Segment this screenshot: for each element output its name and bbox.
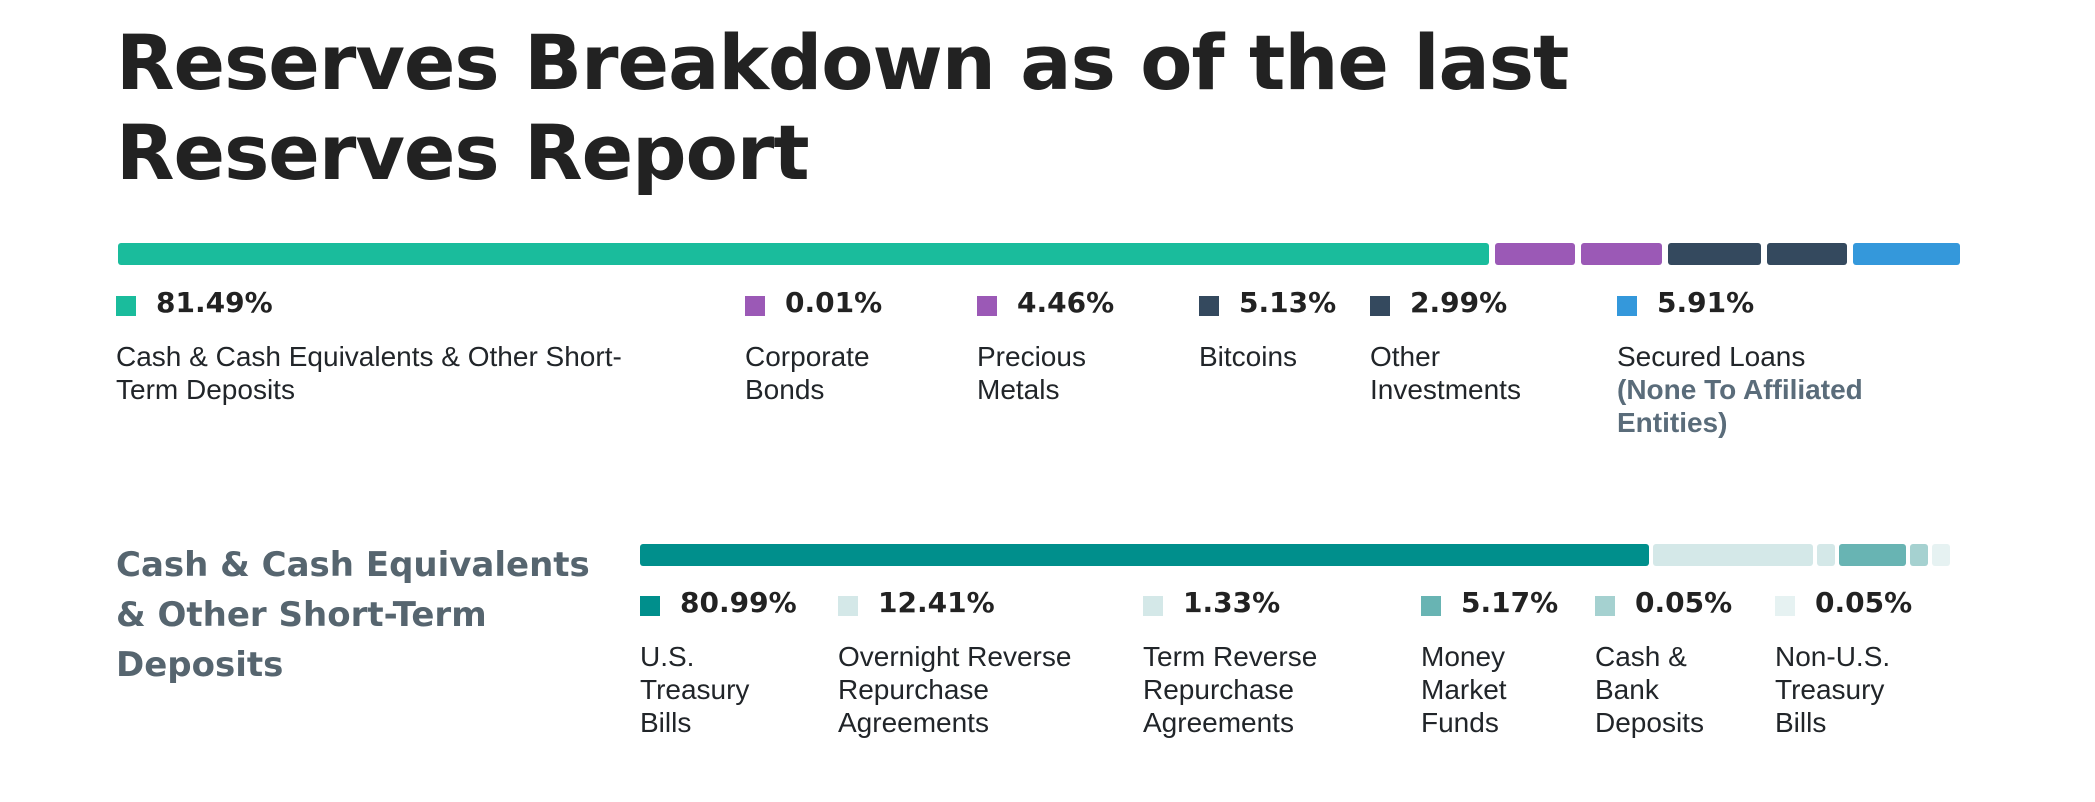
bar-segment-precious-metals bbox=[1581, 243, 1662, 265]
legend-swatch bbox=[1199, 296, 1219, 316]
legend-percentage: 5.17% bbox=[1461, 586, 1559, 619]
legend-swatch bbox=[838, 596, 858, 616]
cash-equivalents-stacked-bar bbox=[640, 544, 1950, 566]
legend-label: Secured Loans (None To Affiliated Entitie… bbox=[1617, 340, 1887, 439]
legend-label: Bitcoins bbox=[1199, 341, 1298, 372]
legend-swatch bbox=[1617, 296, 1637, 316]
legend-swatch bbox=[1421, 596, 1441, 616]
legend-label-note: (None To Affiliated Entities) bbox=[1617, 374, 1863, 438]
legend-swatch bbox=[116, 296, 136, 316]
page-title: Reserves Breakdown as of the last Reserv… bbox=[116, 18, 1569, 197]
bar-segment-other-investments bbox=[1766, 243, 1847, 265]
legend-label: Precious Metals bbox=[977, 341, 1086, 405]
legend-percentage: 5.91% bbox=[1657, 286, 1755, 319]
legend-percentage: 0.05% bbox=[1815, 586, 1913, 619]
legend-percentage: 81.49% bbox=[156, 286, 273, 319]
legend-percentage: 4.46% bbox=[1017, 286, 1115, 319]
bar-segment-non-u-s-treasury-bills bbox=[1932, 544, 1950, 566]
bar-segment-bitcoins bbox=[1667, 243, 1761, 265]
bar-segment-secured-loans bbox=[1852, 243, 1960, 265]
legend-swatch bbox=[1370, 296, 1390, 316]
legend-label: Term Reverse Repurchase Agreements bbox=[1143, 641, 1318, 738]
cash-equivalents-section-title: Cash & Cash Equivalents & Other Short-Te… bbox=[116, 545, 590, 685]
legend-swatch bbox=[640, 596, 660, 616]
legend-percentage: 1.33% bbox=[1183, 586, 1281, 619]
bar-segment-corporate-bonds bbox=[1495, 243, 1576, 265]
legend-percentage: 2.99% bbox=[1410, 286, 1508, 319]
legend-label: U.S. Treasury Bills bbox=[640, 641, 750, 738]
bar-segment-u-s-treasury-bills bbox=[640, 544, 1650, 566]
legend-label: Money Market Funds bbox=[1421, 641, 1507, 738]
bar-segment-money-market-funds bbox=[1839, 544, 1906, 566]
legend-percentage: 5.13% bbox=[1239, 286, 1337, 319]
bar-segment-cash-and-bank-deposits bbox=[1910, 544, 1928, 566]
legend-swatch bbox=[977, 296, 997, 316]
legend-label: Corporate Bonds bbox=[745, 341, 870, 405]
legend-swatch bbox=[745, 296, 765, 316]
legend-label: Overnight Reverse Repurchase Agreements bbox=[838, 641, 1072, 738]
bar-segment-cash-and-cash-equivalents-and-other-short-term-deposits bbox=[118, 243, 1490, 265]
bar-segment-overnight-reverse-repurchase-agreements bbox=[1653, 544, 1814, 566]
legend-percentage: 12.41% bbox=[878, 586, 995, 619]
legend-label: Non-U.S. Treasury Bills bbox=[1775, 641, 1891, 738]
legend-percentage: 0.05% bbox=[1635, 586, 1733, 619]
legend-swatch bbox=[1775, 596, 1795, 616]
bar-segment-term-reverse-repurchase-agreements bbox=[1817, 544, 1836, 566]
legend-label: Cash & Cash Equivalents & Other Short-Te… bbox=[116, 341, 622, 405]
legend-percentage: 0.01% bbox=[785, 286, 883, 319]
legend-label: Other Investments bbox=[1370, 341, 1521, 405]
reserves-stacked-bar bbox=[118, 243, 1960, 265]
legend-swatch bbox=[1143, 596, 1163, 616]
legend-percentage: 80.99% bbox=[680, 586, 797, 619]
legend-label: Cash & Bank Deposits bbox=[1595, 641, 1704, 738]
legend-swatch bbox=[1595, 596, 1615, 616]
